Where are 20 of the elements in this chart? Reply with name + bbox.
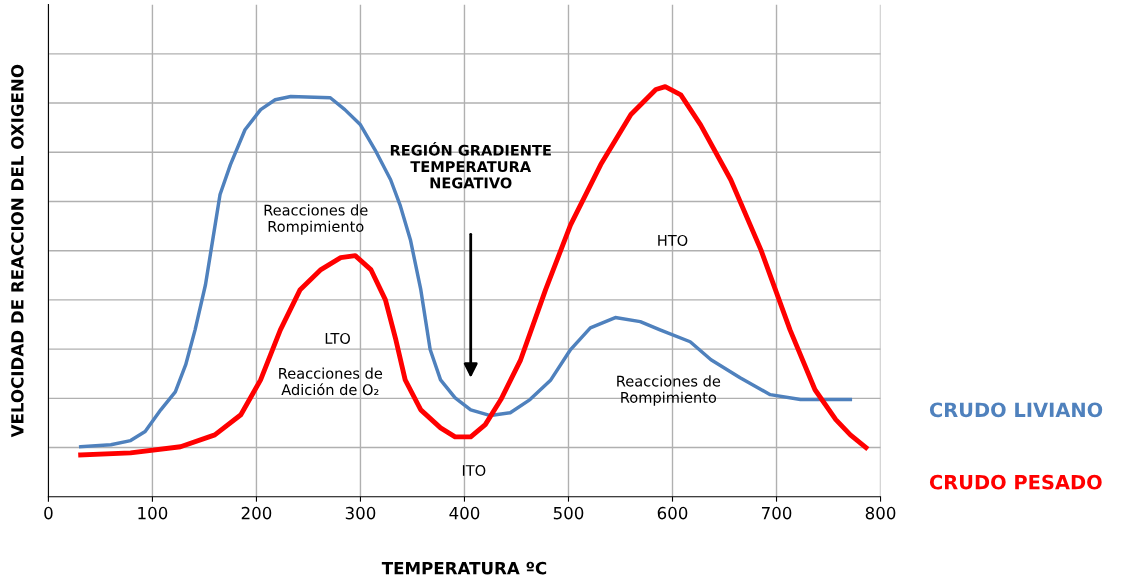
x-tick-label: 400: [449, 506, 480, 520]
text: CRUDO LIVIANO: [929, 402, 1103, 418]
annotation: HTO: [658, 234, 688, 246]
x-tick-label: 0: [44, 506, 53, 520]
annotation: Reacciones de Rompimiento: [264, 204, 368, 235]
x-tick-label: 200: [241, 506, 272, 520]
annotation: Reacciones de Adición de O₂: [279, 367, 383, 396]
x-tick-label: 600: [657, 506, 688, 520]
y-axis-title: VELOCIDAD DE REACCION DEL OXIGENO: [11, 64, 24, 438]
x-tick-label: 700: [761, 506, 792, 520]
annotation: LTO: [325, 332, 351, 344]
x-tick-label: 500: [553, 506, 584, 520]
x-axis-title: TEMPERATURA ºC: [381, 561, 547, 575]
x-tick-label: 100: [138, 506, 168, 520]
x-tick-label: 800: [865, 506, 896, 520]
x-tick-label: 300: [345, 506, 376, 520]
annotation: REGIÓN GRADIENTE TEMPERATURA NEGATIVO: [390, 142, 551, 189]
annotation: ITO: [462, 464, 486, 476]
annotation: Reacciones de Rompimiento: [617, 375, 721, 406]
text: CRUDO PESADO: [929, 474, 1102, 490]
